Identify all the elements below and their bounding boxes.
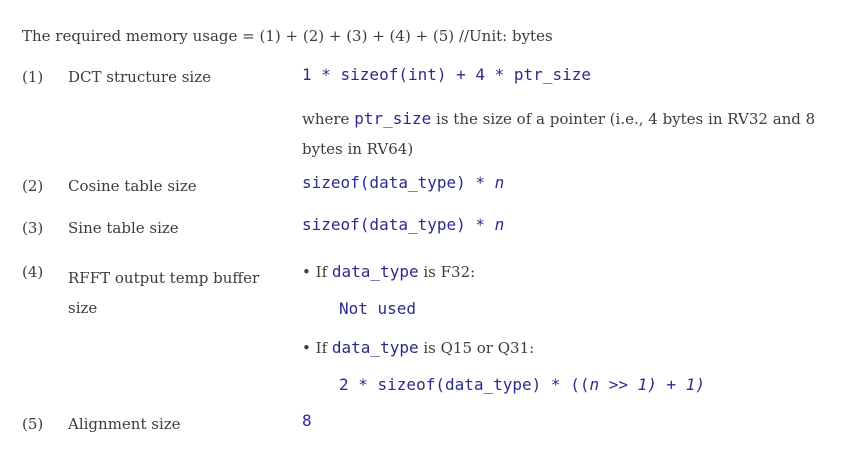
formula-part-a: 2 * sizeof(data_type) * (( (339, 375, 590, 394)
if1-suffix: is F32: (418, 263, 476, 281)
sin-code: sizeof(data_type) * (302, 215, 495, 234)
formula-var: n (589, 375, 600, 394)
sine-size-formula: sizeof(data_type) * n (302, 215, 504, 234)
not-used-value: Not used (339, 299, 417, 318)
row-4-label: RFFT output temp buffer size (68, 269, 260, 317)
row-1-number: (1) (22, 68, 44, 86)
bullet-1: • (302, 263, 311, 281)
row-1-label: DCT structure size (68, 68, 212, 86)
note-suffix: is the size of a pointer (i.e., 4 bytes … (302, 110, 816, 158)
note-code: ptr_size (354, 109, 432, 128)
row-4-number: (4) (22, 263, 44, 281)
ptr-size-note: where ptr_size is the size of a pointer … (302, 104, 842, 164)
cos-code: sizeof(data_type) * (302, 173, 495, 192)
sin-var: n (494, 215, 505, 234)
if2-suffix: is Q15 or Q31: (418, 339, 535, 357)
if2-code: data_type (331, 338, 419, 357)
if1-code: data_type (331, 262, 419, 281)
dct-size-formula: 1 * sizeof(int) + 4 * ptr_size (302, 65, 591, 84)
cos-var: n (494, 173, 505, 192)
alignment-value: 8 (302, 411, 312, 430)
rfft-buffer-formula: 2 * sizeof(data_type) * ((n >> 1) + 1) (339, 375, 705, 394)
heading: The required memory usage = (1) + (2) + … (22, 27, 553, 45)
if2-prefix: If (315, 339, 332, 357)
row-3-label: Sine table size (68, 219, 179, 237)
bullet-2: • (302, 339, 311, 357)
row-2-label: Cosine table size (68, 177, 197, 195)
if1-prefix: If (315, 263, 332, 281)
row-2-number: (2) (22, 177, 44, 195)
row-3-number: (3) (22, 219, 44, 237)
row-5-label: Alignment size (68, 415, 181, 433)
formula-part-b: >> 1) + 1) (599, 375, 706, 394)
row-5-number: (5) (22, 415, 44, 433)
rfft-condition-f32: • If data_type is F32: (302, 262, 475, 281)
note-prefix: where (302, 110, 355, 128)
rfft-condition-q: • If data_type is Q15 or Q31: (302, 338, 534, 357)
cosine-size-formula: sizeof(data_type) * n (302, 173, 504, 192)
